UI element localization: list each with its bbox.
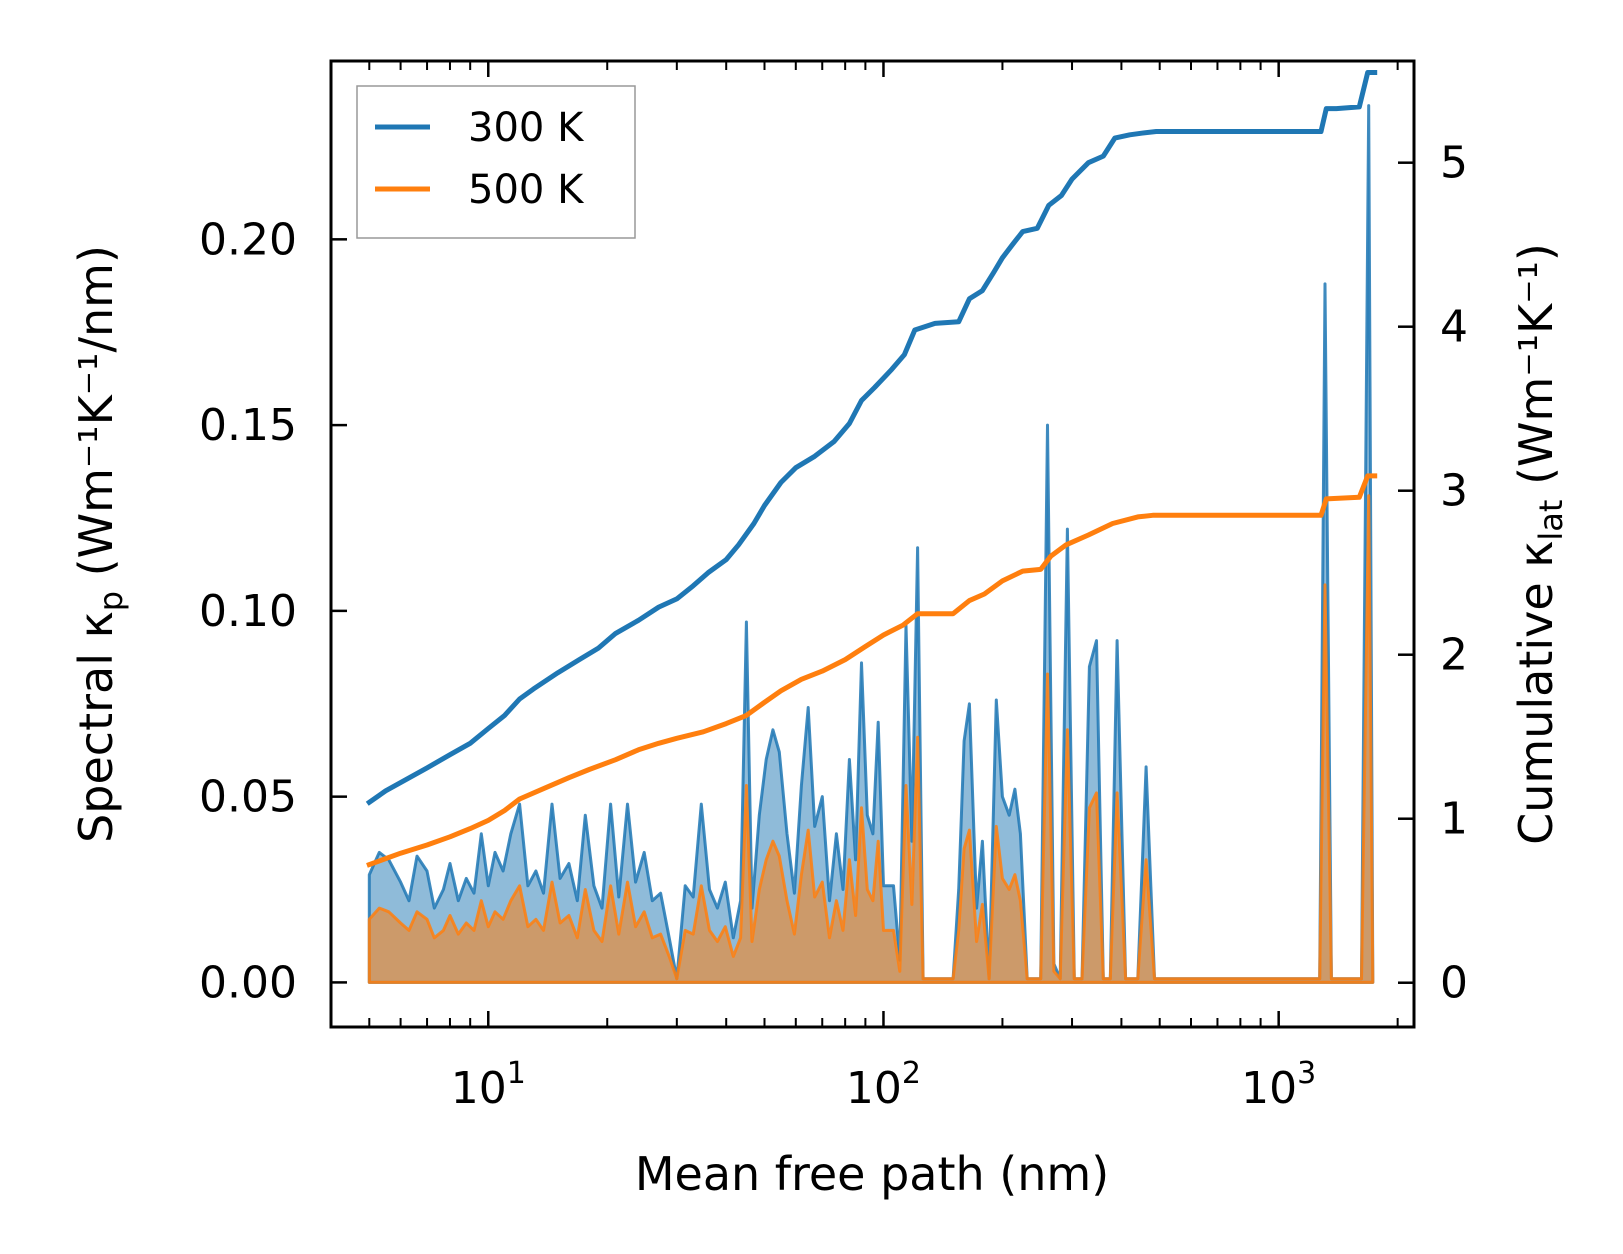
left-y-axis-label: Spectral κp (Wm⁻¹K⁻¹/nm) [69, 245, 130, 843]
right-y-tick-label: 0 [1440, 958, 1468, 1009]
left-y-tick-label: 0.15 [199, 400, 297, 451]
legend-label-500k: 500 K [468, 167, 585, 213]
left-y-tick-label: 0.20 [199, 214, 297, 265]
legend: 300 K 500 K [356, 85, 636, 239]
legend-label-300k: 300 K [468, 105, 585, 151]
right-y-axis-label: Cumulative κlat (Wm⁻¹K⁻¹) [1509, 243, 1570, 845]
right-y-tick-label: 2 [1440, 630, 1468, 681]
plot-area [365, 70, 1378, 984]
x-tick-label: 103 [1241, 1056, 1316, 1114]
cumulative-lines [365, 70, 1378, 868]
spectral-fills [367, 104, 1375, 984]
cumulative-line-300k [365, 70, 1378, 806]
cumulative-line-500k [366, 473, 1378, 868]
right-y-tick-label: 1 [1440, 794, 1468, 845]
legend-box [356, 85, 636, 239]
left-y-tick-label: 0.10 [199, 586, 297, 637]
left-y-tick-label: 0.00 [199, 957, 297, 1008]
right-y-label-subscript: lat [1532, 500, 1570, 541]
left-y-label-subscript: p [92, 591, 130, 611]
right-y-tick-label: 3 [1440, 466, 1468, 517]
plot-frame [329, 59, 1416, 1029]
x-tick-label: 101 [451, 1056, 526, 1114]
left-y-label-prefix: Spectral κ [69, 611, 123, 843]
left-y-label-unit: (Wm⁻¹K⁻¹/nm) [69, 245, 123, 591]
spectral-area-500k [367, 494, 1375, 984]
left-y-tick-label: 0.05 [199, 772, 297, 823]
right-y-tick-label: 4 [1440, 302, 1468, 353]
right-y-label-prefix: Cumulative κ [1509, 541, 1563, 845]
right-y-label-unit: (Wm⁻¹K⁻¹) [1509, 243, 1563, 499]
x-axis-label: Mean free path (nm) [635, 1147, 1109, 1201]
x-tick-label: 102 [846, 1056, 921, 1114]
right-y-tick-label: 5 [1440, 138, 1468, 189]
axis-ticks: 101 102 103 0.00 0.05 0.10 0.15 0.20 0 1 2 3 4 5 [199, 61, 1468, 1114]
